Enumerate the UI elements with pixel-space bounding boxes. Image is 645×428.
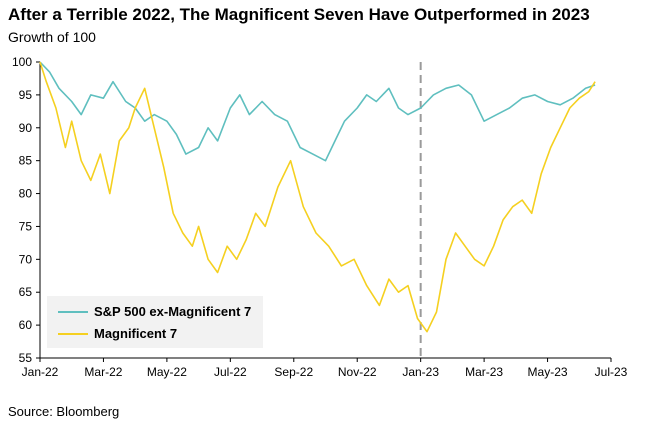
y-tick-label: 80 [19, 187, 33, 201]
x-tick-label: Jan-22 [22, 365, 59, 379]
x-tick-label: Jul-22 [214, 365, 247, 379]
x-tick-label: May-22 [147, 365, 187, 379]
legend-box [47, 296, 263, 348]
x-tick-label: May-23 [528, 365, 568, 379]
series-line-magnificent-7 [39, 61, 596, 333]
x-tick-label: Mar-22 [84, 365, 122, 379]
y-tick-label: 70 [19, 252, 33, 266]
y-tick-label: 55 [19, 351, 33, 365]
y-tick-label: 95 [19, 88, 33, 102]
legend-label: Magnificent 7 [94, 326, 177, 341]
y-tick-label: 65 [19, 285, 33, 299]
x-tick-label: Nov-22 [338, 365, 377, 379]
y-tick-label: 90 [19, 121, 33, 135]
source-note: Source: Bloomberg [8, 404, 120, 419]
series-line-sp500-ex-mag7 [39, 61, 596, 162]
y-tick-label: 75 [19, 219, 33, 233]
y-tick-label: 85 [19, 154, 33, 168]
chart-subtitle: Growth of 100 [8, 29, 96, 45]
legend-label: S&P 500 ex-Magnificent 7 [94, 304, 251, 319]
x-tick-label: Jan-23 [402, 365, 439, 379]
chart-title: After a Terrible 2022, The Magnificent S… [8, 5, 590, 24]
series-lines [39, 61, 596, 333]
x-tick-label: Jul-23 [595, 365, 628, 379]
legend: S&P 500 ex-Magnificent 7 Magnificent 7 [47, 296, 263, 348]
x-tick-label: Sep-22 [274, 365, 313, 379]
y-tick-label: 100 [12, 55, 32, 69]
y-tick-label: 60 [19, 318, 33, 332]
x-tick-label: Mar-23 [465, 365, 503, 379]
